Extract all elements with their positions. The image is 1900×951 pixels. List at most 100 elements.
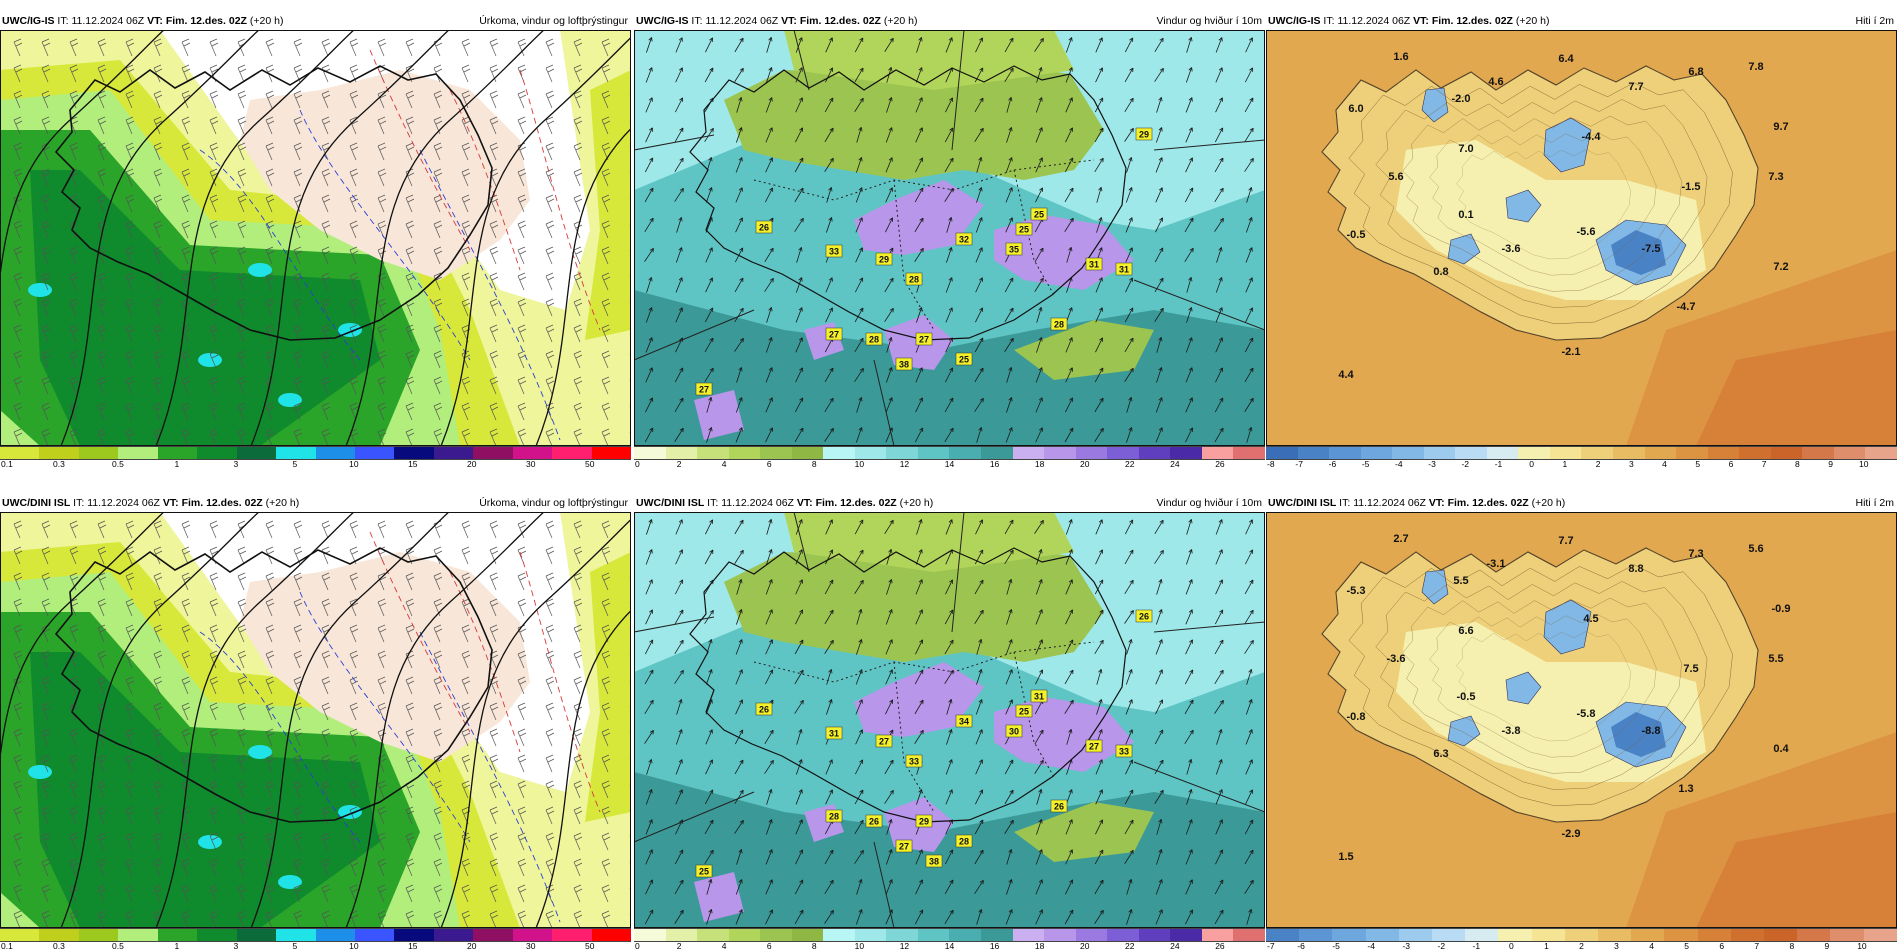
colorbar-swatch	[1361, 447, 1393, 459]
colorbar-tick: 1	[1563, 459, 1568, 469]
gust-label: 28	[1051, 318, 1067, 330]
colorbar-swatch	[697, 929, 729, 941]
colorbar-tick: 20	[467, 459, 476, 469]
gust-label: 26	[756, 703, 772, 715]
colorbar-swatch	[473, 447, 512, 459]
panel-vt-label: VT:	[1429, 497, 1445, 509]
temperature-label: -5.8	[1577, 708, 1596, 720]
colorbar-tick: 2	[677, 459, 682, 469]
gust-label: 38	[926, 855, 942, 867]
panel-it-label: IT:	[73, 497, 84, 509]
panel-it: 11.12.2024 06Z	[705, 15, 778, 27]
gust-label: 26	[1051, 800, 1067, 812]
panel-model: UWC/DINI ISL	[1268, 497, 1336, 509]
colorbar-swatch	[1498, 929, 1531, 941]
colorbar-swatch	[1565, 929, 1598, 941]
colorbar-swatch	[1076, 447, 1108, 459]
colorbar-swatch	[1366, 929, 1399, 941]
panel-run-info: UWC/IG-IS IT: 11.12.2024 06Z VT: Fim. 12…	[2, 13, 283, 30]
colorbar-swatch	[823, 929, 855, 941]
gust-label-text: 25	[699, 867, 709, 877]
colorbar-swatch	[1332, 929, 1365, 941]
colorbar-swatches	[0, 446, 631, 460]
temperature-label: 4.4	[1338, 369, 1354, 381]
gust-label-text: 31	[1034, 692, 1044, 702]
colorbar-swatch	[1731, 929, 1764, 941]
colorbar-swatch	[1797, 929, 1830, 941]
panel-vt: Fim. 12.des. 02Z	[1432, 15, 1513, 27]
gust-label: 28	[826, 810, 842, 822]
colorbar-swatch	[1598, 929, 1631, 941]
colorbar-swatch	[1202, 929, 1234, 941]
temperature-label: -5.3	[1347, 585, 1366, 597]
gust-label: 29	[1136, 128, 1152, 140]
temperature-label: -0.9	[1772, 603, 1791, 615]
colorbar-tick: -7	[1295, 459, 1303, 469]
panel-model: UWC/IG-IS	[2, 15, 55, 27]
colorbar-tick: 20	[1080, 459, 1089, 469]
colorbar-tick: 22	[1125, 459, 1134, 469]
gust-label-text: 28	[1054, 320, 1064, 330]
temperature-label: -4.7	[1677, 301, 1696, 313]
temperature-label: 0.4	[1773, 743, 1789, 755]
colorbar-swatch	[237, 929, 276, 941]
gust-label-text: 26	[1139, 612, 1149, 622]
panel-it-label: IT:	[1323, 15, 1334, 27]
colorbar-tick: 9	[1828, 459, 1833, 469]
colorbar-tick: 0	[1529, 459, 1534, 469]
panel-lead: (+20 h)	[266, 497, 300, 509]
colorbar-swatch	[316, 929, 355, 941]
colorbar-swatch	[1202, 447, 1234, 459]
colorbar-swatch	[513, 447, 552, 459]
panel-header: UWC/DINI ISL IT: 11.12.2024 06Z VT: Fim.…	[634, 495, 1265, 512]
colorbar-swatch	[760, 929, 792, 941]
colorbar-tick: 16	[990, 459, 999, 469]
panel-model: UWC/DINI ISL	[2, 497, 70, 509]
colorbar-swatch	[823, 447, 855, 459]
temperature-label: 1.3	[1678, 783, 1693, 795]
temperature-label: -7.5	[1642, 243, 1661, 255]
temperature-label: 1.6	[1393, 51, 1408, 63]
colorbar-swatch	[1455, 447, 1487, 459]
gust-label: 28	[906, 273, 922, 285]
panel-title: Hiti í 2m	[1855, 13, 1894, 30]
panel-vt-label: VT:	[147, 15, 163, 27]
colorbar-swatches	[634, 446, 1265, 460]
temperature-label: 7.3	[1688, 548, 1703, 560]
panel-run-info: UWC/IG-IS IT: 11.12.2024 06Z VT: Fim. 12…	[1268, 13, 1549, 30]
colorbar-tick: -8	[1267, 459, 1275, 469]
panel-model: UWC/IG-IS	[1268, 15, 1321, 27]
gust-label: 35	[1006, 243, 1022, 255]
panel-header: UWC/DINI ISL IT: 11.12.2024 06Z VT: Fim.…	[0, 495, 631, 512]
colorbar-swatch	[729, 929, 761, 941]
colorbar-tick: 5	[1695, 459, 1700, 469]
gust-label: 25	[1016, 223, 1032, 235]
colorbar-swatch	[355, 447, 394, 459]
colorbar-swatch	[355, 929, 394, 941]
gust-label-text: 29	[919, 817, 929, 827]
gust-label: 38	[896, 358, 912, 370]
colorbar-swatches	[1266, 446, 1897, 460]
temperature-label: 6.8	[1688, 66, 1703, 78]
panel-title: Vindur og hviður í 10m	[1157, 495, 1262, 512]
temperature-label: 6.3	[1433, 748, 1448, 760]
colorbar-swatches	[634, 928, 1265, 942]
temperature-label: 8.8	[1628, 563, 1643, 575]
colorbar-tick: 50	[585, 459, 594, 469]
colorbar-tick: 10	[855, 459, 864, 469]
panel-it-label: IT:	[691, 15, 702, 27]
panel-title: Vindur og hviður í 10m	[1157, 13, 1262, 30]
forecast-panel-temp: UWC/DINI ISL IT: 11.12.2024 06Z VT: Fim.…	[1266, 495, 1897, 950]
panel-run-info: UWC/DINI ISL IT: 11.12.2024 06Z VT: Fim.…	[636, 495, 933, 512]
gust-label-text: 38	[899, 360, 909, 370]
colorbar-swatch	[1329, 447, 1361, 459]
gust-label: 28	[866, 333, 882, 345]
gust-label: 31	[826, 727, 842, 739]
panel-vt: Fim. 12.des. 02Z	[800, 15, 881, 27]
temperature-label: -2.1	[1562, 346, 1581, 358]
gust-label: 31	[1086, 258, 1102, 270]
